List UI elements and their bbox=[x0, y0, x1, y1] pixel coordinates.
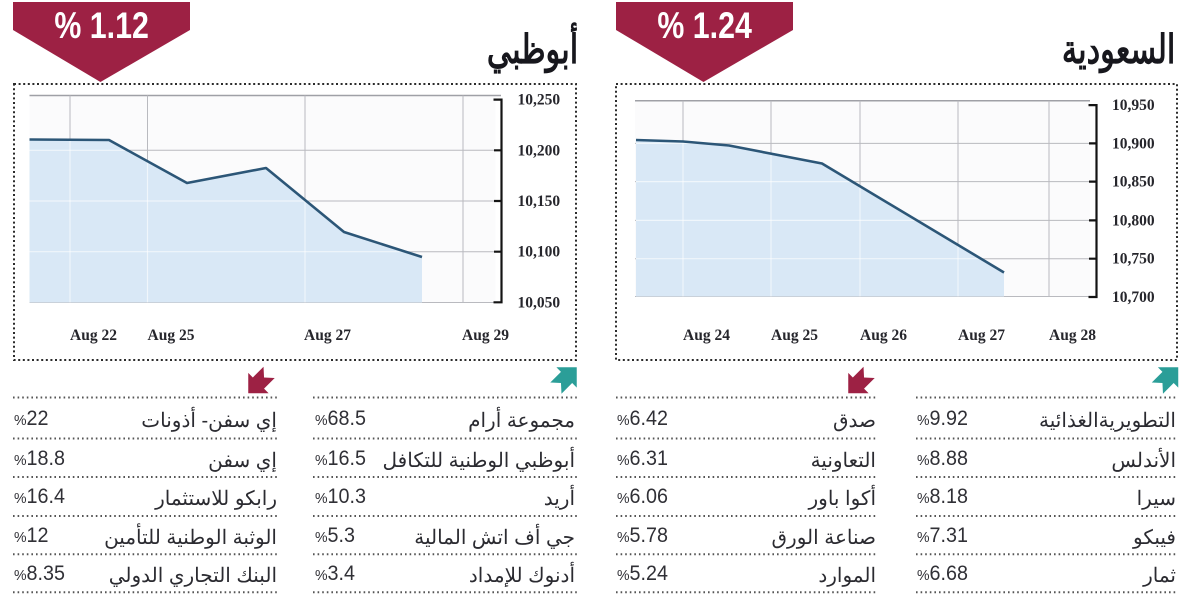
svg-text:10,250: 10,250 bbox=[518, 92, 561, 109]
svg-text:Aug 26: Aug 26 bbox=[860, 327, 907, 344]
svg-text:Aug 25: Aug 25 bbox=[771, 327, 818, 344]
svg-text:Aug 28: Aug 28 bbox=[1049, 327, 1096, 344]
svg-text:10,150: 10,150 bbox=[518, 193, 561, 210]
svg-text:Aug 27: Aug 27 bbox=[304, 327, 351, 344]
svg-text:10,900: 10,900 bbox=[1112, 135, 1155, 152]
svg-text:10,200: 10,200 bbox=[518, 142, 561, 159]
svg-text:10,750: 10,750 bbox=[1112, 251, 1155, 268]
svg-text:10,100: 10,100 bbox=[518, 244, 561, 261]
svg-text:10,700: 10,700 bbox=[1112, 289, 1155, 306]
svg-text:10,800: 10,800 bbox=[1112, 212, 1155, 229]
svg-text:10,050: 10,050 bbox=[518, 294, 561, 311]
svg-text:Aug 25: Aug 25 bbox=[148, 327, 195, 344]
svg-text:Aug 27: Aug 27 bbox=[958, 327, 1005, 344]
svg-text:10,850: 10,850 bbox=[1112, 174, 1155, 191]
svg-text:Aug 29: Aug 29 bbox=[462, 327, 509, 344]
svg-text:10,950: 10,950 bbox=[1112, 97, 1155, 114]
svg-text:Aug 22: Aug 22 bbox=[70, 327, 117, 344]
svg-text:Aug 24: Aug 24 bbox=[683, 327, 730, 344]
